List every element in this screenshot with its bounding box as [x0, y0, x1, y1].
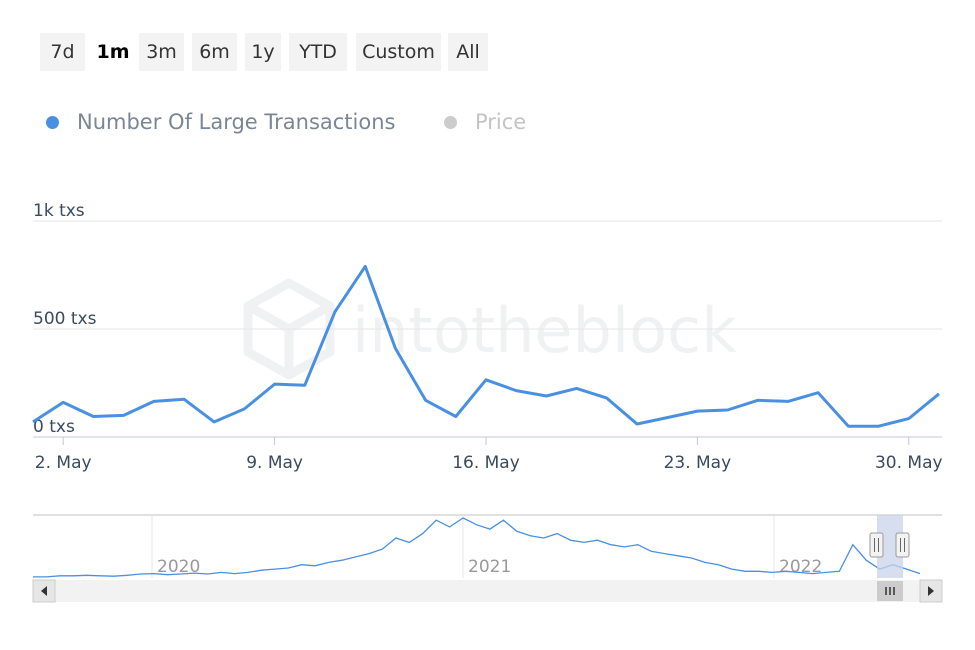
range-button-custom[interactable]: Custom — [356, 33, 441, 71]
navigator-handle-right[interactable] — [895, 532, 910, 558]
x-tick-label: 30. May — [875, 453, 943, 473]
x-tick-label: 9. May — [246, 453, 303, 473]
range-button-all[interactable]: All — [448, 33, 488, 71]
legend-label: Number Of Large Transactions — [77, 110, 396, 134]
triangle-right-icon — [928, 586, 934, 596]
legend-label: Price — [475, 110, 527, 134]
watermark: intotheblock — [243, 278, 737, 380]
legend-marker-icon — [444, 116, 457, 129]
range-button-3m[interactable]: 3m — [139, 33, 184, 71]
triangle-left-icon — [41, 586, 47, 596]
x-tick-label: 16. May — [452, 453, 520, 473]
navigator-handle-left[interactable] — [869, 532, 884, 558]
grip-icon — [885, 587, 895, 595]
series-line-large-transactions — [32, 264, 940, 428]
navigator: 2020 2021 2022 — [33, 514, 942, 578]
y-tick-label: 1k txs — [33, 201, 85, 221]
scrollbar-track[interactable] — [33, 580, 942, 602]
range-button-6m[interactable]: 6m — [192, 33, 237, 71]
range-button-1m[interactable]: 1m — [93, 33, 133, 71]
watermark-text: intotheblock — [352, 294, 737, 367]
legend-marker-icon — [46, 116, 59, 129]
navigator-series-line — [33, 517, 921, 578]
range-button-1y[interactable]: 1y — [245, 33, 281, 71]
x-tick-label: 2. May — [35, 453, 92, 473]
x-axis: 2. May 9. May 16. May 23. May 30. May — [35, 437, 943, 473]
y-axis: 0 txs 500 txs 1k txs — [33, 201, 97, 437]
range-button-ytd[interactable]: YTD — [289, 33, 347, 71]
scrollbar[interactable] — [32, 579, 943, 603]
navigator-year-label: 2020 — [157, 557, 200, 577]
grid — [33, 220, 942, 438]
range-button-7d[interactable]: 7d — [40, 33, 85, 71]
x-tick-label: 23. May — [664, 453, 732, 473]
y-tick-label: 500 txs — [33, 309, 97, 329]
y-tick-label: 0 txs — [33, 417, 75, 437]
navigator-year-label: 2022 — [779, 557, 822, 577]
navigator-year-label: 2021 — [468, 557, 511, 577]
